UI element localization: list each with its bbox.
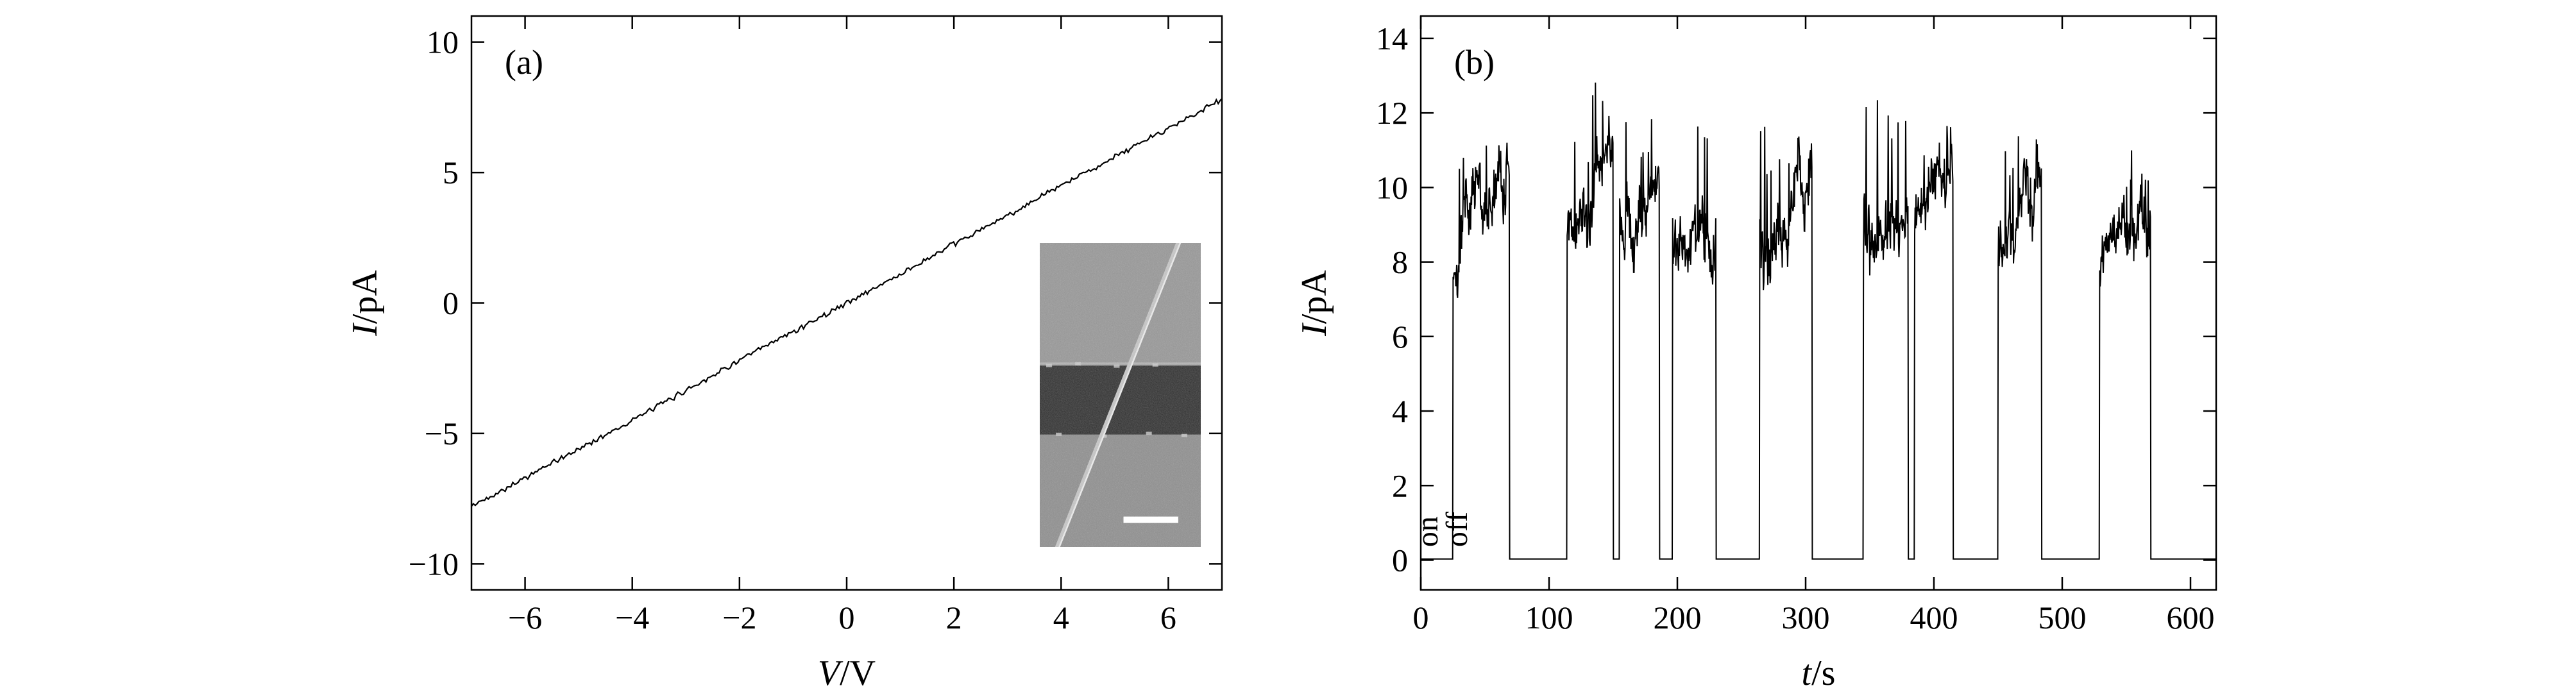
annotation-on: on — [1411, 516, 1445, 547]
x-tick-label: 500 — [2038, 600, 2087, 635]
panel-b-ylabel: I/pA — [1294, 270, 1334, 337]
y-tick-label: 4 — [1392, 393, 1408, 429]
y-tick-label: −10 — [409, 546, 459, 582]
iv-curve-trace — [471, 97, 1223, 507]
x-tick-label: 0 — [839, 600, 855, 635]
y-tick-label: 0 — [1392, 542, 1408, 578]
y-tick-label: 14 — [1376, 21, 1408, 56]
x-tick-label: 0 — [1413, 600, 1429, 635]
x-tick-label: 4 — [1053, 600, 1069, 635]
panel-b-tag: (b) — [1454, 43, 1495, 81]
sem-grain-texture — [1040, 243, 1201, 547]
annotation-off: off — [1440, 512, 1474, 547]
panel-b-frame — [1419, 15, 2217, 591]
panel-b-axes: 0 100 200 300 400 500 600 0 2 4 6 8 10 12 14 (b) t/s I/pA — [1294, 15, 2217, 693]
photoresponse-trace — [1421, 82, 2216, 560]
x-tick-label: 300 — [1782, 600, 1830, 635]
sem-inset — [1040, 243, 1201, 547]
x-tick-label: −6 — [508, 600, 542, 635]
x-tick-label: −4 — [615, 600, 649, 635]
y-tick-label: 0 — [443, 285, 459, 321]
y-tick-label: −5 — [425, 416, 459, 451]
y-tick-label: 10 — [1376, 169, 1408, 205]
panel-a-xlabel: V/V — [818, 653, 876, 693]
panel-a-ylabel: I/pA — [345, 270, 385, 337]
panel-b-xlabel: t/s — [1802, 653, 1836, 693]
y-tick-label: 6 — [1392, 319, 1408, 355]
x-tick-label: 2 — [946, 600, 962, 635]
y-tick-label: 8 — [1392, 244, 1408, 280]
x-tick-label: −2 — [722, 600, 756, 635]
x-tick-label: 400 — [1910, 600, 1958, 635]
y-tick-label: 2 — [1392, 467, 1408, 503]
panel-a-axes: −6 −4 −2 0 2 4 6 −10 −5 0 5 10 (a) V/V I/pA — [345, 15, 1223, 693]
panel-a-tag: (a) — [505, 43, 543, 81]
sem-scale-bar — [1123, 516, 1178, 523]
x-tick-label: 100 — [1525, 600, 1573, 635]
y-tick-label: 5 — [443, 155, 459, 190]
x-tick-label: 200 — [1654, 600, 1702, 635]
x-tick-label: 6 — [1160, 600, 1176, 635]
x-tick-label: 600 — [2167, 600, 2215, 635]
y-tick-label: 12 — [1376, 95, 1408, 131]
y-tick-label: 10 — [427, 24, 459, 60]
